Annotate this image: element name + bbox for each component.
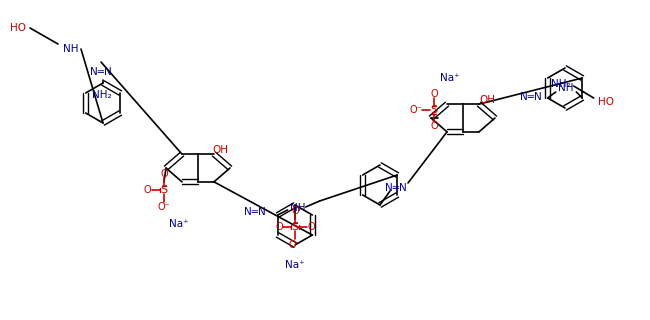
Text: NH: NH <box>63 44 79 54</box>
Text: O: O <box>160 169 168 179</box>
Text: O: O <box>291 206 299 216</box>
Text: HO: HO <box>598 97 614 107</box>
Text: O⁻: O⁻ <box>410 105 422 115</box>
Text: O: O <box>143 185 151 195</box>
Text: S: S <box>161 185 168 195</box>
Text: Na⁺: Na⁺ <box>440 73 460 83</box>
Text: NH: NH <box>290 203 305 213</box>
Text: OH: OH <box>479 95 495 105</box>
Text: O: O <box>275 222 283 232</box>
Text: Na⁺: Na⁺ <box>169 219 188 229</box>
Text: O: O <box>430 121 438 131</box>
Text: NH: NH <box>558 83 573 93</box>
Text: N═N: N═N <box>520 92 541 102</box>
Text: NH₂: NH₂ <box>551 79 570 89</box>
Text: O⁻: O⁻ <box>158 202 170 212</box>
Text: OH: OH <box>212 145 228 155</box>
Text: O: O <box>430 89 438 99</box>
Text: S: S <box>291 222 298 232</box>
Text: Na⁺: Na⁺ <box>285 260 305 270</box>
Text: N═N: N═N <box>244 207 266 217</box>
Text: O: O <box>307 222 315 232</box>
Text: N═N: N═N <box>385 183 407 193</box>
Text: HO: HO <box>10 23 26 33</box>
Text: N═N: N═N <box>90 67 112 77</box>
Text: S: S <box>430 105 437 115</box>
Text: NH₂: NH₂ <box>92 90 112 100</box>
Text: O⁻: O⁻ <box>289 240 302 250</box>
